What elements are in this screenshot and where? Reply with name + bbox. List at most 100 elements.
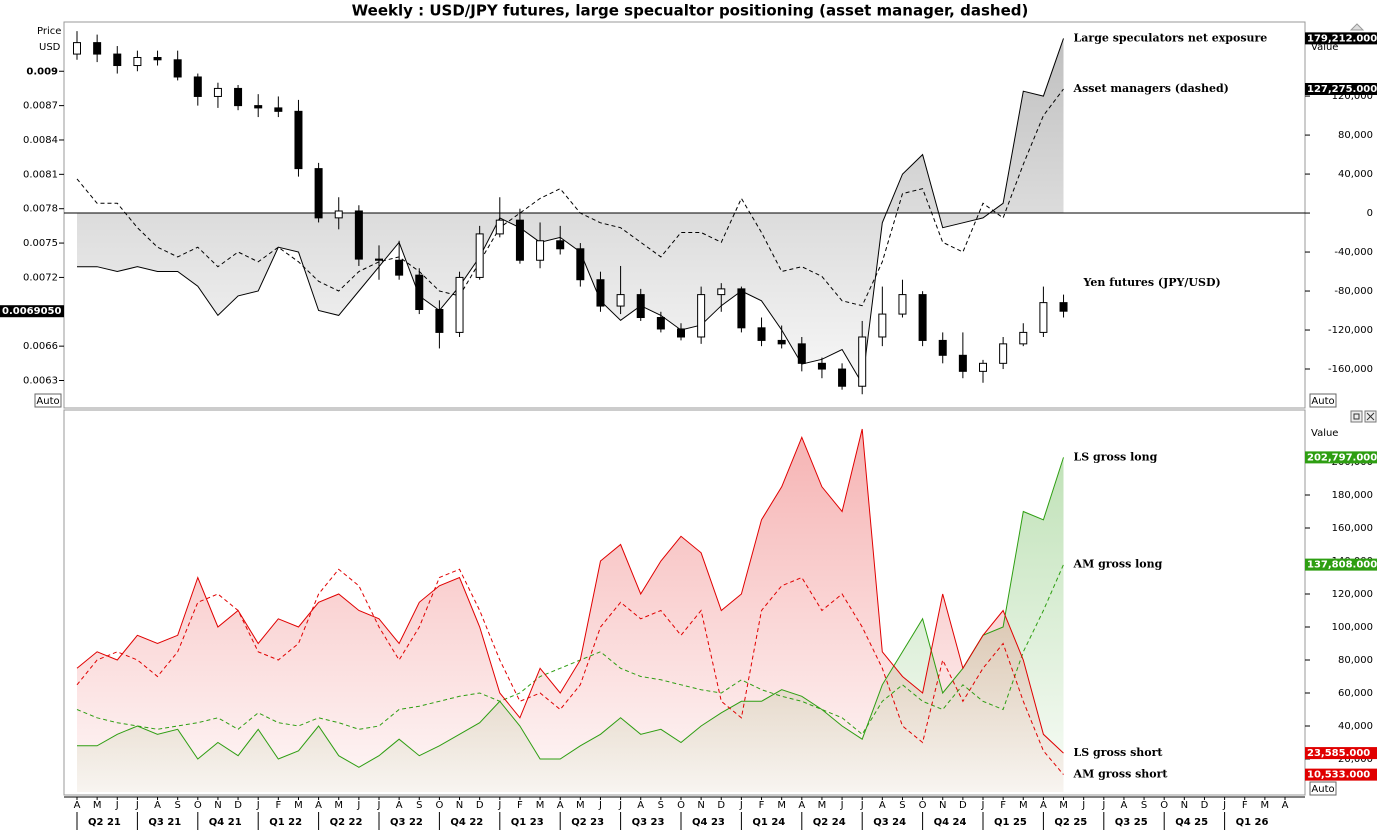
close-icon: [1366, 412, 1375, 421]
value-label: 202,797.000: [1307, 452, 1377, 463]
candle-body: [173, 59, 182, 78]
x-month-label: M: [294, 800, 303, 811]
candle-body: [1019, 331, 1028, 345]
series-annotation: AM gross short: [1073, 768, 1169, 781]
candle-body: [93, 42, 102, 55]
x-month-label: N: [214, 800, 221, 811]
value-box: [1305, 558, 1377, 571]
candle-body: [193, 76, 202, 97]
x-month-label: D: [717, 800, 725, 811]
y-tick-label: 20,000: [1338, 754, 1373, 765]
candle-body: [777, 339, 786, 345]
y-tick-label: 0.0087: [23, 101, 58, 112]
x-month-label: A: [1040, 800, 1047, 811]
candle-body: [475, 233, 484, 278]
x-month-label: D: [1201, 800, 1209, 811]
value-box: [1305, 451, 1377, 464]
x-month-label: J: [618, 800, 622, 811]
x-quarter-label: Q4 24: [934, 817, 967, 828]
x-month-label: M: [576, 800, 585, 811]
x-month-label: O: [435, 800, 443, 811]
y2-tick-label: -40,000: [1334, 247, 1373, 258]
x-quarter-label: Q3 21: [148, 817, 181, 828]
x-month-label: N: [456, 800, 463, 811]
candle-body: [495, 219, 504, 235]
value-label: 179,212.000: [1307, 33, 1377, 44]
value-box: [0, 305, 64, 318]
x-month-label: D: [959, 800, 967, 811]
x-month-label: J: [1222, 800, 1226, 811]
candle-body: [677, 328, 685, 338]
x-month-label: M: [93, 800, 102, 811]
x-month-label: J: [377, 800, 381, 811]
value-box: [1305, 747, 1377, 760]
x-quarter-label: Q2 23: [571, 817, 604, 828]
value-label: 137,808.000: [1307, 560, 1377, 571]
series-annotation: LS gross short: [1074, 746, 1164, 759]
x-month-label: S: [899, 800, 905, 811]
x-month-label: M: [536, 800, 545, 811]
candle-body: [1059, 302, 1068, 312]
auto-button-label[interactable]: Auto: [1311, 784, 1334, 795]
candle-body: [697, 294, 706, 338]
x-quarter-label: Q3 22: [390, 817, 423, 828]
y-tick-label: 0.0072: [23, 272, 58, 283]
candle-body: [415, 274, 424, 310]
y-tick-label: 0.0081: [23, 169, 58, 180]
series-line: [77, 457, 1064, 768]
x-quarter-label: Q4 22: [450, 817, 483, 828]
candle-body: [817, 362, 826, 370]
x-month-label: N: [697, 800, 704, 811]
auto-button-label[interactable]: Auto: [36, 396, 59, 407]
panel-icon: [1349, 23, 1365, 31]
series-annotation: LS gross long: [1074, 450, 1158, 463]
chart-title: Weekly : USD/JPY futures, large specualt…: [352, 2, 1029, 20]
maximize-button[interactable]: [1350, 410, 1363, 423]
auto-button[interactable]: [1309, 393, 1337, 408]
series-line: [76, 88, 1064, 307]
x-month-label: N: [1181, 800, 1188, 811]
x-month-label: J: [840, 800, 844, 811]
auto-button[interactable]: [1309, 781, 1337, 796]
value-box: [1305, 768, 1377, 781]
y2-tick-label: -80,000: [1334, 286, 1373, 297]
y-tick-label: 0.0084: [23, 135, 58, 146]
x-quarter-label: Q1 23: [511, 817, 544, 828]
candle-body: [838, 368, 847, 387]
x-month-label: S: [658, 800, 664, 811]
y2-axis-label: Value: [1311, 42, 1338, 53]
x-month-label: J: [981, 800, 985, 811]
x-quarter-label: Q1 26: [1236, 817, 1269, 828]
area-fill: [77, 38, 1064, 384]
x-month-label: J: [598, 800, 602, 811]
x-month-label: F: [275, 800, 281, 811]
x-month-label: J: [860, 800, 864, 811]
auto-button[interactable]: [34, 393, 62, 408]
x-month-label: J: [256, 800, 260, 811]
candle-body: [616, 294, 625, 307]
x-month-label: M: [818, 800, 827, 811]
x-month-label: M: [1261, 800, 1270, 811]
candle-body: [979, 362, 987, 372]
auto-button-label[interactable]: Auto: [1311, 396, 1334, 407]
x-quarter-label: Q4 25: [1175, 817, 1208, 828]
x-month-label: J: [135, 800, 139, 811]
x-month-label: A: [637, 800, 644, 811]
x-month-label: M: [777, 800, 786, 811]
x-month-label: F: [517, 800, 523, 811]
candle-body: [757, 327, 766, 341]
candle-body: [395, 259, 404, 276]
x-quarter-label: Q3 24: [873, 817, 906, 828]
candle-body: [314, 168, 323, 219]
series-line: [76, 564, 1064, 736]
y-tick-label: 60,000: [1338, 688, 1373, 699]
candle-body: [133, 57, 142, 67]
x-month-label: A: [798, 800, 805, 811]
candle-body: [938, 339, 947, 356]
bottom-panel-frame: [63, 409, 1306, 796]
x-month-label: A: [879, 800, 886, 811]
y-tick-label: 40,000: [1338, 721, 1373, 732]
y-tick-label: 0.0063: [23, 376, 58, 387]
x-month-label: M: [334, 800, 343, 811]
series-annotation: AM gross long: [1073, 558, 1163, 571]
